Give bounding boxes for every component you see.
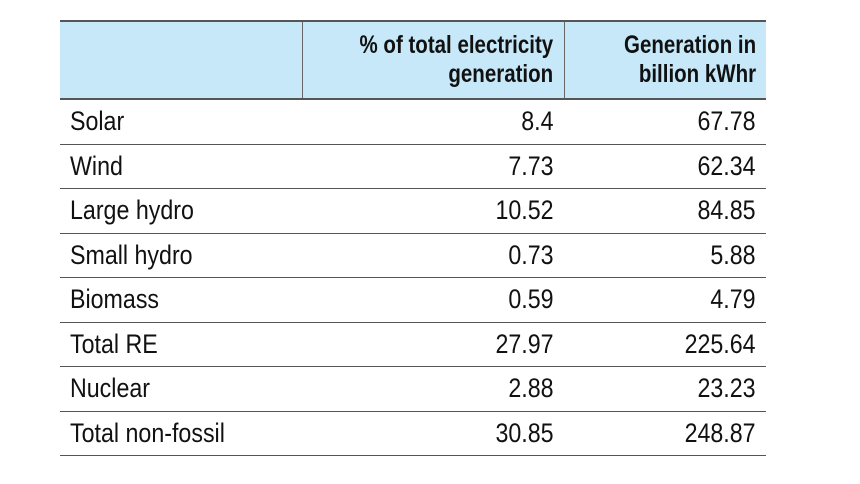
header-percent: % of total electricity generation: [302, 21, 565, 100]
header-row: % of total electricity generation Generat…: [60, 21, 766, 100]
source-cell: Biomass: [60, 277, 302, 323]
percent-cell: 0.59: [302, 277, 564, 323]
source-cell: Small hydro: [60, 233, 302, 278]
percent-cell: 8.4: [302, 99, 564, 145]
generation-cell: 84.85: [564, 188, 766, 234]
percent-cell: 7.73: [302, 144, 564, 189]
percent-cell: 10.52: [302, 188, 564, 234]
source-cell: Total non-fossil: [60, 411, 302, 456]
generation-cell: 23.23: [564, 366, 766, 412]
generation-cell: 67.78: [564, 99, 766, 145]
table-row: Total RE 27.97 225.64: [60, 322, 766, 367]
source-cell: Wind: [60, 144, 302, 189]
table-row: Solar 8.4 67.78: [60, 99, 766, 145]
generation-cell: 225.64: [564, 322, 766, 367]
table-row: Large hydro 10.52 84.85: [60, 188, 766, 234]
source-cell: Nuclear: [60, 366, 302, 412]
generation-cell: 248.87: [564, 411, 766, 456]
percent-cell: 30.85: [302, 411, 564, 456]
table-row: Total non-fossil 30.85 248.87: [60, 411, 766, 456]
percent-cell: 2.88: [302, 366, 564, 412]
generation-table: % of total electricity generation Generat…: [60, 20, 766, 456]
generation-cell: 4.79: [564, 277, 766, 323]
percent-cell: 0.73: [302, 233, 564, 278]
generation-cell: 62.34: [564, 144, 766, 189]
table-row: Biomass 0.59 4.79: [60, 277, 766, 323]
header-generation: Generation in billion kWhr: [564, 21, 766, 100]
source-cell: Solar: [60, 99, 302, 145]
table-row: Nuclear 2.88 23.23: [60, 366, 766, 412]
header-blank: [60, 21, 303, 100]
source-cell: Large hydro: [60, 188, 302, 234]
percent-cell: 27.97: [302, 322, 564, 367]
generation-cell: 5.88: [564, 233, 766, 278]
table-row: Small hydro 0.73 5.88: [60, 233, 766, 278]
table-row: Wind 7.73 62.34: [60, 144, 766, 189]
source-cell: Total RE: [60, 322, 302, 367]
